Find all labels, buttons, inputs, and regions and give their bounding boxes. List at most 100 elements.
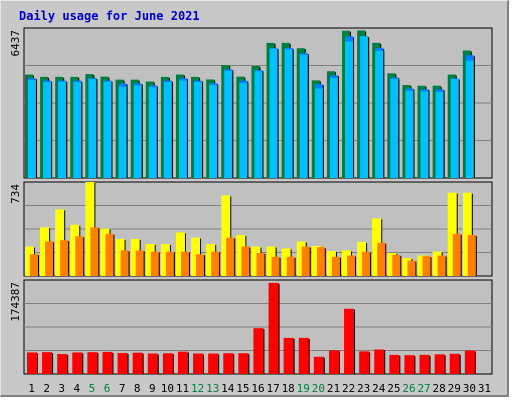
x-tick-label-day-10: 10: [161, 382, 174, 395]
kbytes-bar-day-7: [117, 352, 128, 374]
panel-kbytes-max-label: 174387: [9, 282, 22, 322]
pages-bar-day-22: [345, 41, 354, 178]
kbytes-bar-day-30: [464, 350, 475, 374]
pages-bar-day-23: [360, 36, 369, 178]
visits-bar-day-1: [25, 246, 34, 276]
visits-bar-day-25: [387, 252, 397, 276]
kbytes-bar-day-26: [404, 355, 415, 374]
pages-bar-day-20: [314, 88, 323, 178]
chart-title: Daily usage for June 2021: [19, 9, 200, 23]
sites-bar-day-12: [196, 254, 205, 276]
sites-bar-day-18: [286, 256, 295, 276]
visits-bar-day-19: [296, 241, 306, 276]
kbytes-bar-day-11: [177, 351, 188, 374]
pages-bar-day-17: [269, 48, 278, 178]
kbytes-bar-day-28: [434, 354, 445, 374]
x-tick-label-day-5: 5: [89, 382, 96, 395]
kbytes-bar-day-2: [42, 352, 53, 374]
sites-bar-day-8: [135, 250, 144, 276]
kbytes-bar-day-14: [223, 353, 234, 374]
sites-bar-day-14: [226, 237, 235, 276]
x-tick-label-day-31: 31: [478, 382, 491, 395]
x-tick-label-day-17: 17: [266, 382, 279, 395]
kbytes-bar-day-10: [162, 353, 173, 374]
visits-bar-day-12: [191, 237, 201, 276]
kbytes-bar-day-19: [298, 337, 309, 374]
visits-bar-day-7: [115, 238, 125, 276]
kbytes-bar-day-9: [147, 353, 158, 374]
kbytes-bar-day-4: [72, 352, 83, 374]
visits-bar-day-17: [266, 246, 276, 276]
sites-bar-day-2: [45, 241, 54, 276]
pages-bar-day-30: [465, 60, 474, 178]
visits-bar-day-20: [311, 245, 321, 276]
sites-bar-day-22: [347, 255, 356, 276]
x-tick-label-day-13: 13: [206, 382, 219, 395]
visits-bar-day-15: [236, 235, 246, 276]
kbytes-bar-day-5: [87, 352, 98, 374]
kbytes-bar-day-25: [389, 354, 400, 374]
x-tick-label-day-16: 16: [251, 382, 264, 395]
sites-bar-day-29: [452, 233, 461, 276]
visits-bar-day-21: [326, 251, 336, 276]
pages-bar-day-10: [163, 81, 172, 178]
x-tick-label-day-18: 18: [282, 382, 295, 395]
visits-bar-day-26: [402, 258, 412, 276]
sites-bar-day-5: [90, 227, 99, 276]
x-tick-label-day-29: 29: [448, 382, 461, 395]
pages-bar-day-2: [43, 81, 52, 178]
visits-bar-day-23: [357, 242, 367, 276]
pages-bar-day-3: [58, 81, 67, 178]
pages-bar-day-25: [390, 78, 399, 178]
pages-bar-day-16: [254, 71, 263, 178]
pages-bar-day-27: [420, 91, 429, 178]
visits-bar-day-9: [145, 243, 155, 276]
visits-bar-day-18: [281, 248, 291, 276]
pages-bar-day-6: [103, 81, 112, 178]
kbytes-bar-day-6: [102, 351, 113, 374]
sites-bar-day-20: [316, 247, 325, 276]
sites-bar-day-9: [150, 251, 159, 276]
pages-bar-day-29: [450, 78, 459, 178]
kbytes-bar-day-27: [419, 354, 430, 374]
kbytes-bar-day-18: [283, 337, 294, 374]
x-tick-label-day-28: 28: [433, 382, 446, 395]
x-tick-label-day-19: 19: [297, 382, 310, 395]
x-tick-label-day-6: 6: [104, 382, 111, 395]
x-tick-label-day-3: 3: [58, 382, 65, 395]
kbytes-bar-day-22: [344, 308, 355, 374]
kbytes-bar-day-8: [132, 352, 143, 374]
kbytes-bar-day-13: [208, 353, 219, 374]
sites-bar-day-25: [392, 254, 401, 276]
x-tick-label-day-14: 14: [221, 382, 235, 395]
visits-bar-day-27: [417, 255, 427, 276]
x-tick-label-day-1: 1: [28, 382, 35, 395]
x-tick-label-day-26: 26: [402, 382, 415, 395]
sites-bar-day-10: [165, 251, 174, 276]
pages-bar-day-21: [329, 77, 338, 178]
pages-bar-day-19: [299, 54, 308, 179]
x-tick-label-day-20: 20: [312, 382, 325, 395]
visits-bar-day-24: [372, 218, 382, 276]
kbytes-bar-day-16: [253, 328, 264, 374]
visits-bar-day-2: [40, 227, 50, 276]
visits-bar-day-4: [70, 224, 80, 276]
pages-bar-day-18: [284, 49, 293, 178]
x-tick-label-day-9: 9: [149, 382, 156, 395]
kbytes-bar-day-1: [27, 352, 37, 374]
x-tick-label-day-25: 25: [387, 382, 400, 395]
kbytes-bar-day-15: [238, 353, 249, 374]
pages-bar-day-11: [178, 80, 187, 178]
visits-bar-day-16: [251, 246, 261, 276]
sites-bar-day-23: [362, 251, 371, 276]
x-tick-label-day-21: 21: [327, 382, 340, 395]
visits-bar-day-3: [55, 209, 65, 276]
pages-bar-day-12: [194, 81, 203, 178]
visits-bar-day-29: [447, 192, 457, 276]
sites-bar-day-15: [241, 246, 250, 276]
x-tick-label-day-7: 7: [119, 382, 126, 395]
kbytes-bar-day-23: [359, 351, 370, 374]
pages-bar-day-26: [405, 90, 414, 178]
pages-bar-day-1: [28, 80, 36, 178]
visits-bar-day-8: [130, 238, 140, 276]
